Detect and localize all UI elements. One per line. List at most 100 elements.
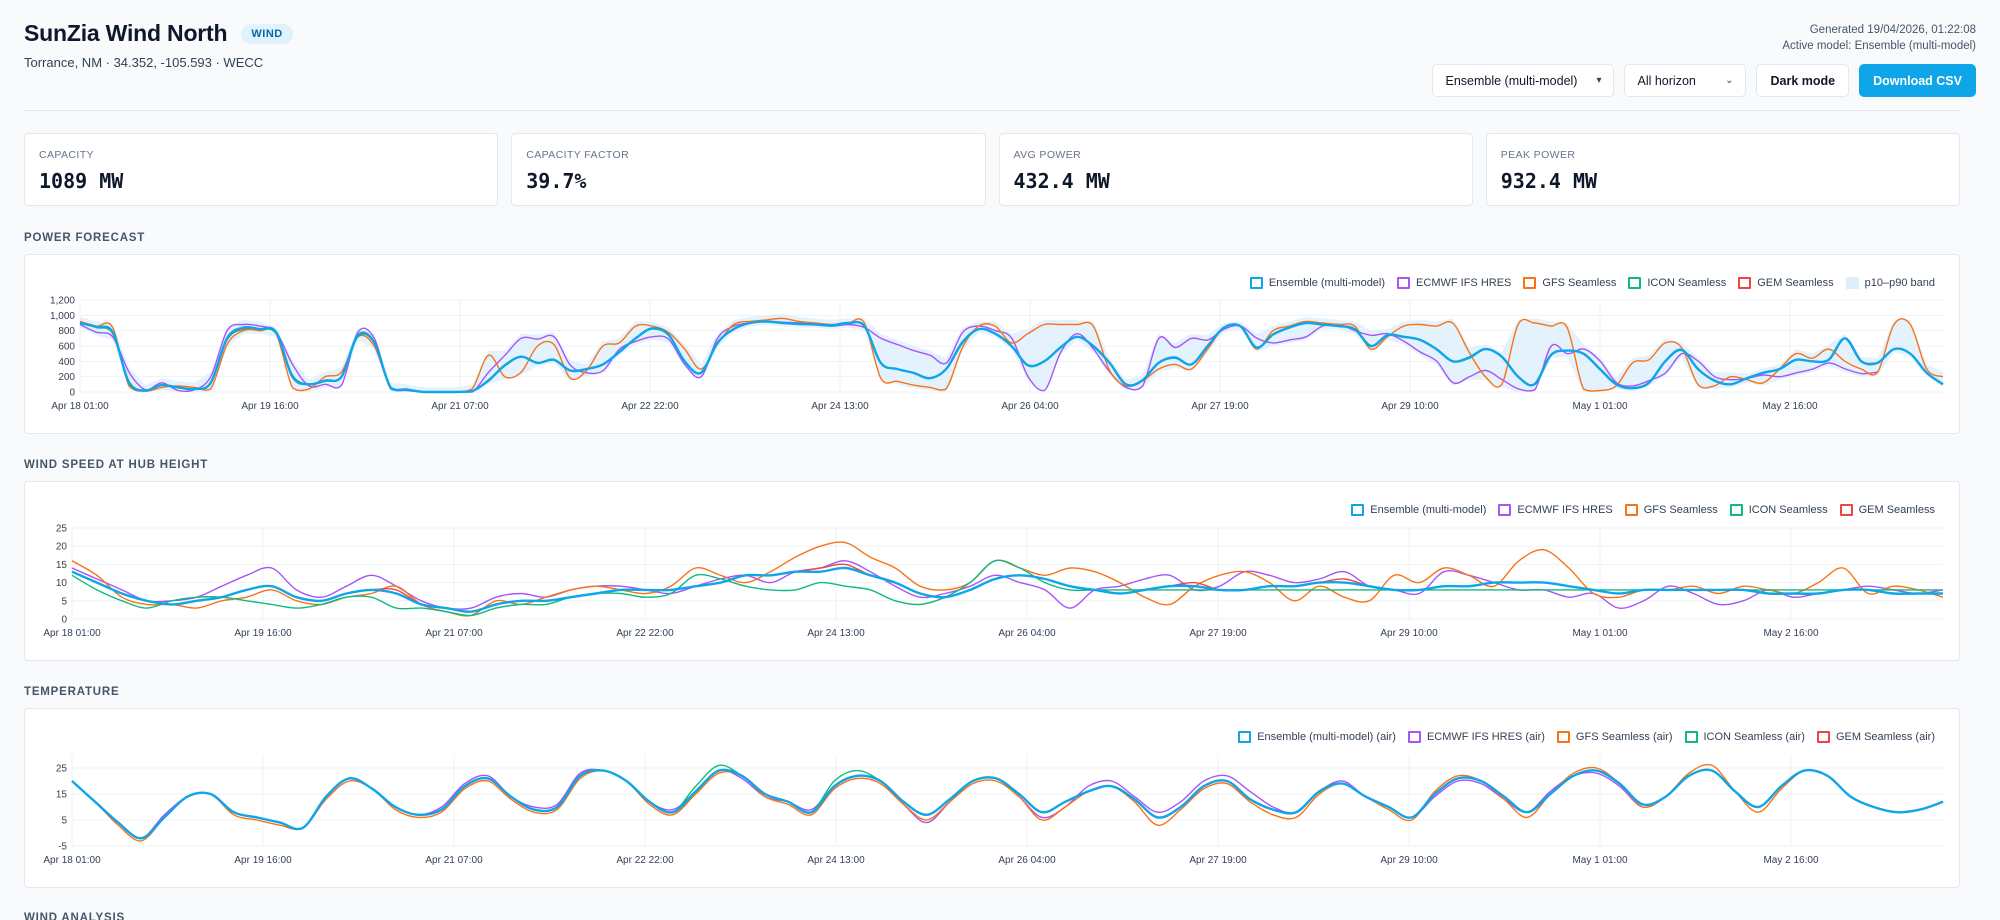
kpi-card-peak-power: PEAK POWER 932.4 MW (1485, 133, 1960, 206)
kpi-card-capacity: CAPACITY 1089 MW (24, 133, 499, 206)
model-select-value: Ensemble (multi-model) (1445, 73, 1578, 88)
x-tick-label: Apr 18 01:00 (51, 401, 109, 412)
legend-swatch (1238, 731, 1252, 743)
x-tick-label: Apr 21 07:00 (425, 855, 483, 866)
legend-label: GFS Seamless (air) (1575, 731, 1673, 743)
legend-label: ECMWF IFS HRES (air) (1426, 731, 1545, 743)
legend-item-icon[interactable]: ICON Seamless (1729, 504, 1828, 516)
legend-swatch (1684, 731, 1698, 743)
legend-swatch (1738, 277, 1752, 289)
power-legend: Ensemble (multi-model) ECMWF IFS HRES GF… (1249, 277, 1935, 289)
power-chart[interactable]: 1,200 1,000 800 600 400 200 0 Apr 18 01:00 Apr 1… (25, 255, 1961, 435)
legend-swatch (1397, 277, 1411, 289)
toolbar: Ensemble (multi-model) ▾ All horizon ⌄ D… (1432, 64, 1976, 97)
wind-legend: Ensemble (multi-model) ECMWF IFS HRES GF… (1351, 504, 1935, 516)
x-tick-label: Apr 26 04:00 (1001, 401, 1059, 412)
legend-item-gfs[interactable]: GFS Seamless (1624, 504, 1718, 516)
power-chart-panel: Ensemble (multi-model) ECMWF IFS HRES GF… (24, 254, 1960, 434)
x-tick-label: Apr 18 01:00 (43, 855, 101, 866)
legend-swatch (1729, 504, 1743, 516)
y-tick-label: 1,200 (50, 296, 75, 307)
site-location: Torrance, NM · 34.352, -105.593 · WECC (24, 55, 264, 70)
legend-label: Ensemble (multi-model) (1370, 504, 1487, 516)
legend-item-gem[interactable]: GEM Seamless (1839, 504, 1935, 516)
legend-swatch (1498, 504, 1512, 516)
legend-item-gfs[interactable]: GFS Seamless (1523, 277, 1616, 289)
x-tick-label: Apr 29 10:00 (1380, 855, 1438, 866)
legend-item-gem[interactable]: GEM Seamless (air) (1816, 731, 1935, 743)
legend-item-ensemble[interactable]: Ensemble (multi-model) (1249, 277, 1386, 289)
active-model-label: Active model: Ensemble (multi-model) (1782, 40, 1976, 52)
wind-chart[interactable]: 25 20 15 10 5 0 Apr 18 01:00 Apr 19 16:00 Apr 21… (25, 482, 1961, 662)
legend-label: Ensemble (multi-model) (1268, 277, 1386, 289)
kpi-card-avg-power: AVG POWER 432.4 MW (998, 133, 1473, 206)
legend-label: ICON Seamless (1647, 277, 1727, 289)
kpi-value: 932.4 MW (1500, 169, 1598, 193)
kpi-value: 39.7% (526, 169, 587, 193)
y-tick-label: 5 (61, 816, 67, 827)
legend-label: GFS Seamless (1542, 277, 1617, 289)
horizon-select[interactable]: All horizon ⌄ (1624, 64, 1747, 97)
page-title: SunZia Wind North (24, 20, 228, 46)
y-tick-label: 600 (58, 342, 75, 353)
legend-swatch (1816, 731, 1830, 743)
x-tick-label: Apr 27 19:00 (1189, 855, 1247, 866)
kpi-label: AVG POWER (1013, 149, 1082, 161)
legend-item-ecmwf[interactable]: ECMWF IFS HRES (1397, 277, 1511, 289)
legend-swatch (1407, 731, 1421, 743)
series-line-gfs (71, 763, 1944, 842)
series-line-ensemble (71, 566, 1943, 613)
x-tick-label: Apr 19 16:00 (234, 628, 292, 639)
legend-swatch (1845, 277, 1859, 289)
header-divider (24, 110, 1960, 111)
legend-item-icon[interactable]: ICON Seamless (1628, 277, 1726, 289)
legend-item-ensemble[interactable]: Ensemble (multi-model) (air) (1238, 731, 1396, 743)
temp-chart[interactable]: 25 15 5 -5 Apr 18 01:00 Apr 19 16:00 Apr 21 07… (25, 709, 1961, 889)
legend-swatch (1523, 277, 1537, 289)
download-csv-button[interactable]: Download CSV (1859, 64, 1976, 97)
x-tick-label: Apr 22 22:00 (616, 628, 674, 639)
x-tick-label: Apr 18 01:00 (43, 628, 101, 639)
generated-timestamp: Generated 19/04/2026, 01:22:08 (1809, 24, 1976, 36)
x-tick-label: Apr 22 22:00 (621, 401, 679, 412)
kpi-value: 432.4 MW (1013, 169, 1110, 193)
y-tick-label: 0 (69, 388, 75, 399)
legend-item-gfs[interactable]: GFS Seamless (air) (1556, 731, 1673, 743)
y-tick-label: 1,000 (50, 311, 75, 322)
y-tick-label: 200 (58, 372, 75, 383)
p10-p90-band (80, 313, 1943, 392)
y-tick-label: 15 (56, 790, 68, 801)
legend-label: ICON Seamless (1748, 504, 1828, 516)
y-tick-label: 25 (56, 764, 68, 775)
legend-item-band[interactable]: p10–p90 band (1845, 277, 1935, 289)
series-line-ensemble (71, 768, 1944, 840)
y-tick-label: 800 (58, 326, 75, 337)
x-tick-label: Apr 29 10:00 (1380, 628, 1438, 639)
kpi-label: PEAK POWER (1500, 149, 1576, 161)
y-tick-label: 400 (58, 357, 75, 368)
y-tick-label: -5 (58, 842, 67, 853)
legend-item-icon[interactable]: ICON Seamless (air) (1684, 731, 1805, 743)
page-header: SunZia Wind North WIND Torrance, NM · 34… (24, 20, 1976, 110)
legend-swatch (1556, 731, 1570, 743)
series-line-ensemble (79, 320, 1944, 394)
legend-item-ecmwf[interactable]: ECMWF IFS HRES (air) (1407, 731, 1545, 743)
wind-badge: WIND (241, 23, 293, 44)
legend-item-ensemble[interactable]: Ensemble (multi-model) (1351, 504, 1486, 516)
model-select[interactable]: Ensemble (multi-model) ▾ (1432, 64, 1615, 97)
series-line-gfs (71, 541, 1944, 617)
x-tick-label: May 2 16:00 (1763, 628, 1818, 639)
x-tick-label: May 2 16:00 (1763, 855, 1818, 866)
y-tick-label: 10 (56, 578, 68, 589)
legend-item-ecmwf[interactable]: ECMWF IFS HRES (1498, 504, 1613, 516)
x-tick-label: Apr 19 16:00 (241, 401, 299, 412)
legend-swatch (1624, 504, 1638, 516)
horizon-select-value: All horizon (1637, 73, 1696, 88)
power-section-title: POWER FORECAST (24, 232, 146, 244)
legend-item-gem[interactable]: GEM Seamless (1738, 277, 1834, 289)
y-tick-label: 5 (61, 596, 67, 607)
y-tick-label: 15 (56, 560, 68, 571)
x-tick-label: Apr 21 07:00 (425, 628, 483, 639)
x-tick-label: Apr 24 13:00 (807, 628, 865, 639)
dark-mode-button[interactable]: Dark mode (1756, 64, 1850, 97)
